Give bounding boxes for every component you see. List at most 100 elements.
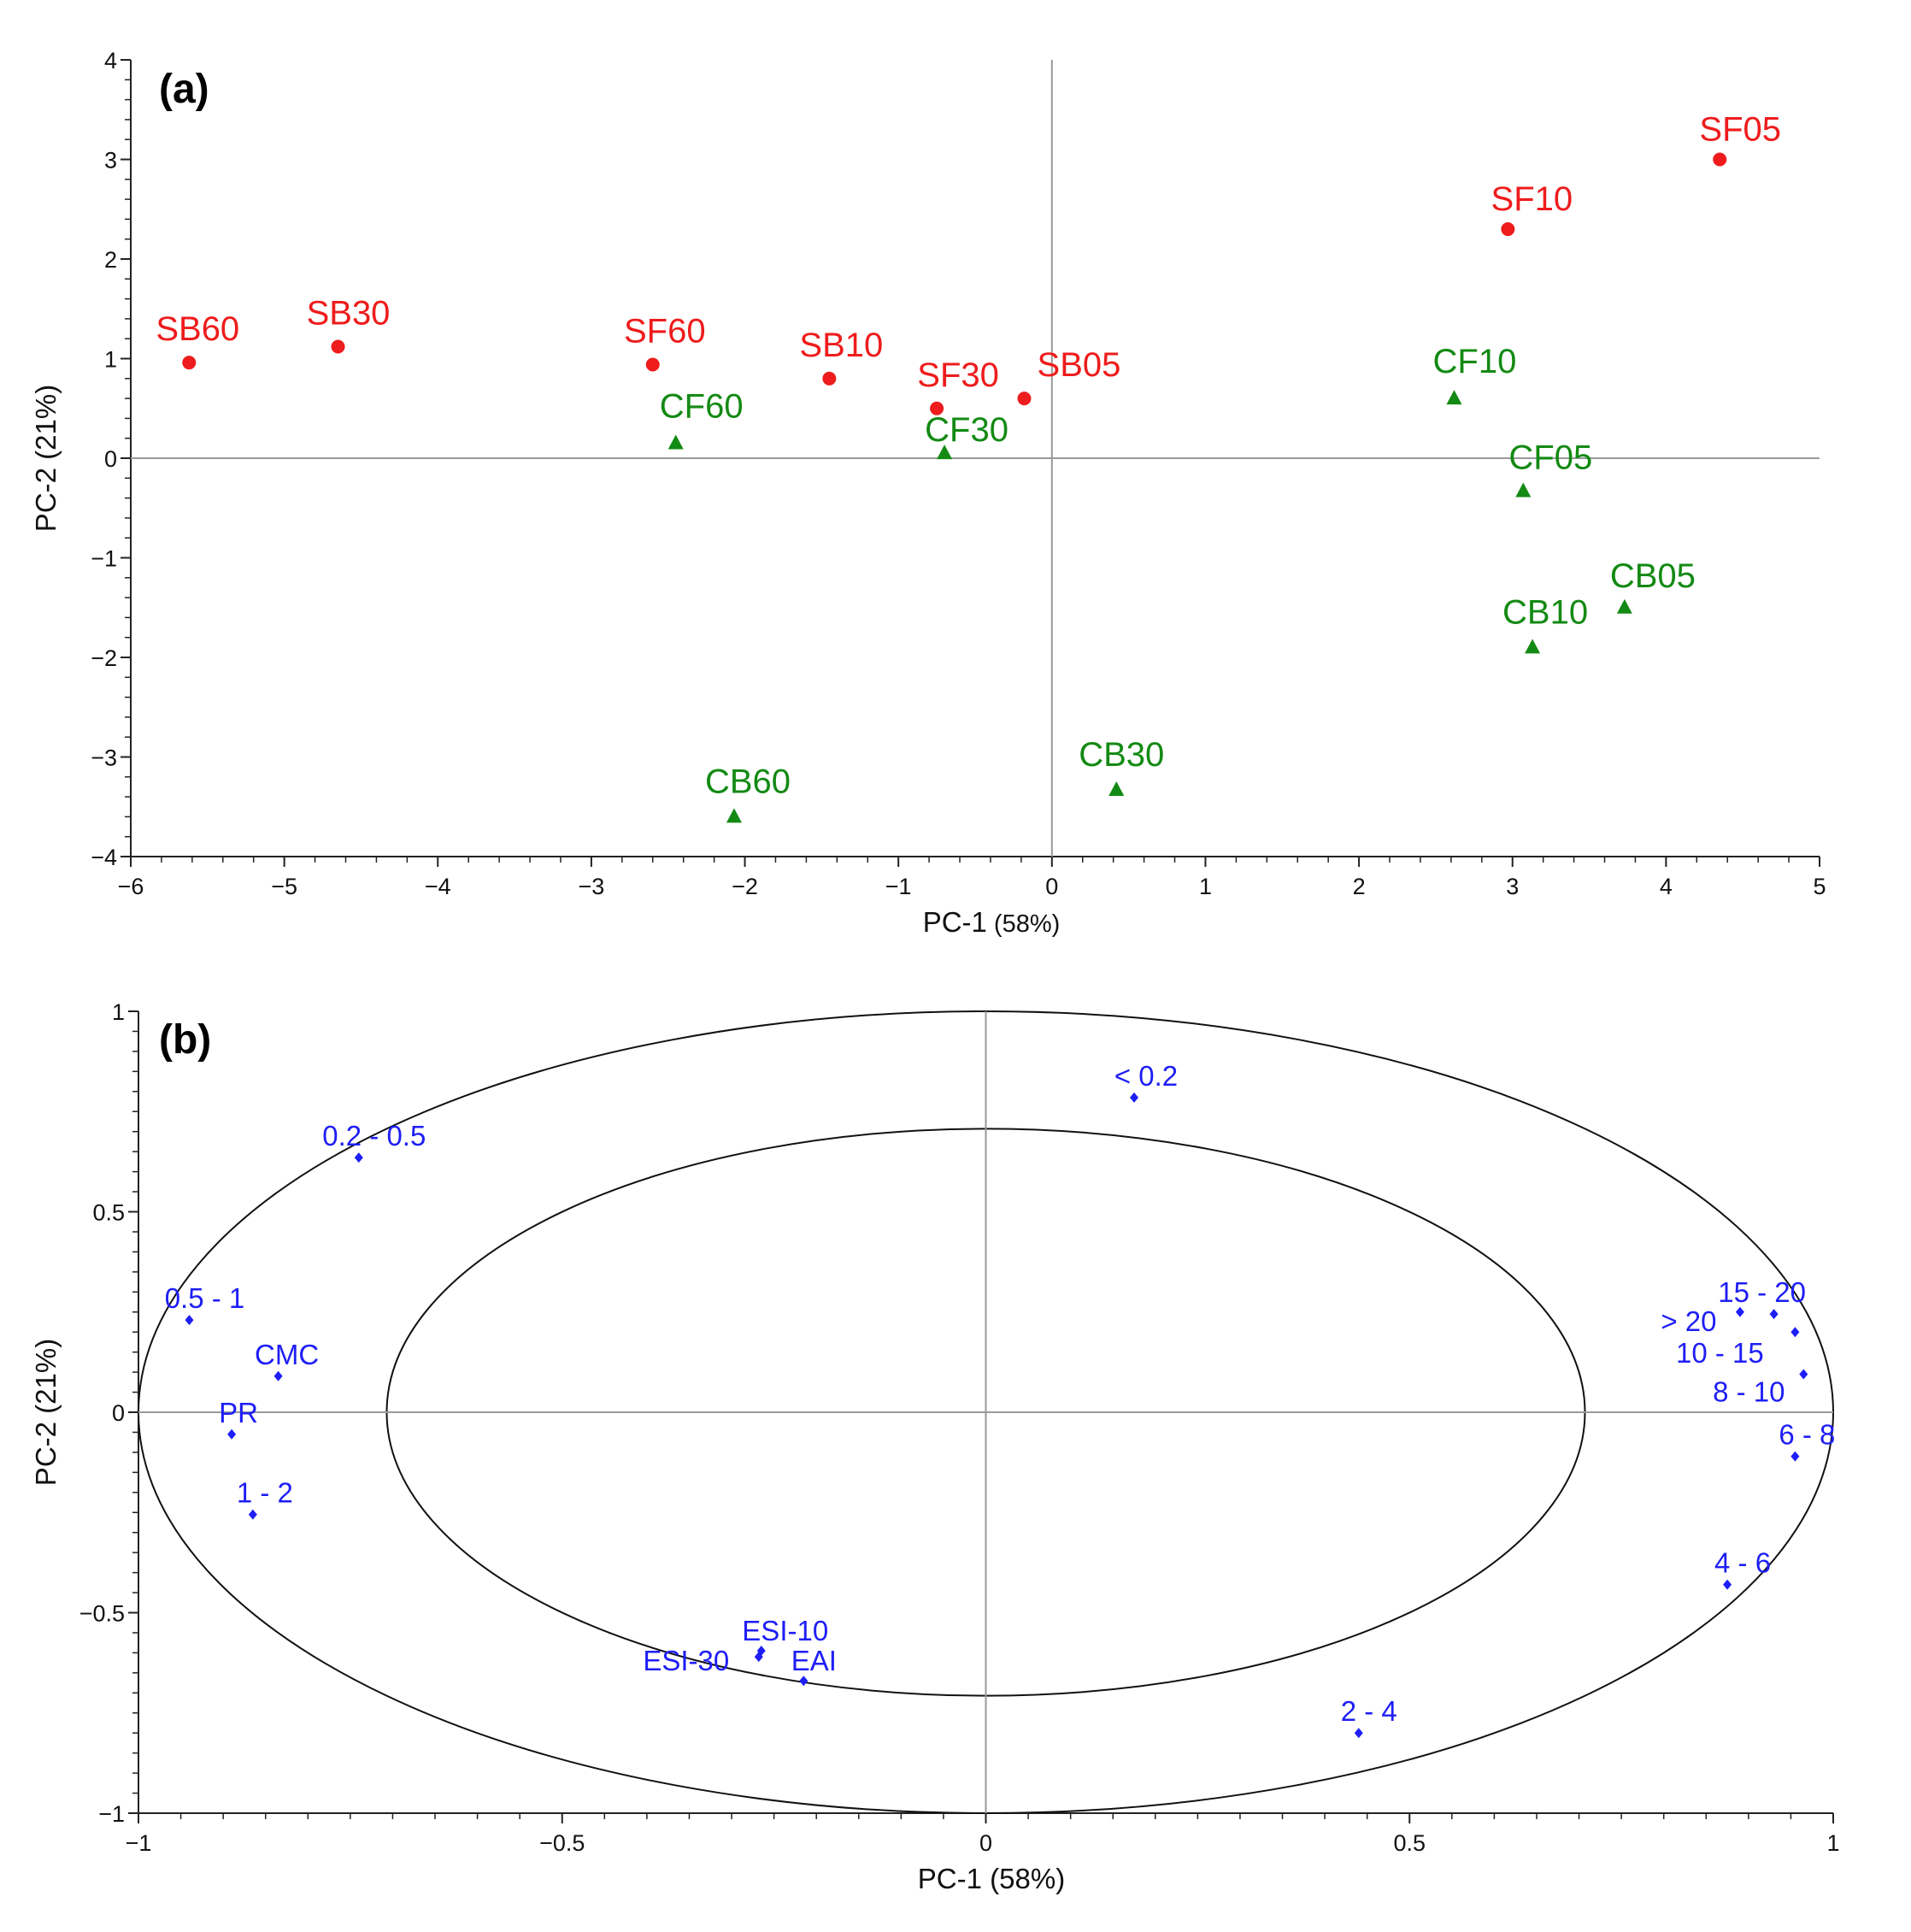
panel-a-x-label-pct: (58%) <box>994 910 1060 938</box>
point-label-pr: PR <box>219 1397 258 1428</box>
point-label-1-2: 1 - 2 <box>237 1477 293 1509</box>
point-cb05 <box>1616 598 1632 614</box>
panel-a-y-tick-label: −3 <box>91 745 117 771</box>
panel-a-x-tick-label: −6 <box>118 874 144 899</box>
panel-a-y-axis-label: PC-2 (21%) <box>30 385 62 532</box>
point-label-0-2-0-5: 0.2 - 0.5 <box>322 1120 426 1152</box>
panel-a-x-tick-label: 1 <box>1199 874 1212 899</box>
point-6-8 <box>1790 1451 1800 1462</box>
panel-a-x-tick-label: −4 <box>425 874 451 899</box>
point-label-sb30: SB30 <box>307 295 391 333</box>
point-sb60 <box>182 356 197 370</box>
panel-b-x-axis-label: PC-1 (58%) <box>918 1863 1065 1894</box>
point-cf10 <box>1446 390 1462 405</box>
point-label-sf30: SF30 <box>917 356 999 394</box>
point-label-sb60: SB60 <box>156 310 239 348</box>
point-cf60 <box>667 434 684 450</box>
panel-a-y-tick-label: −2 <box>91 645 117 671</box>
point-label-eai: EAI <box>791 1645 837 1676</box>
panel-a-x-tick-label: −5 <box>271 874 297 899</box>
panel-b-y-tick-label: 0.5 <box>92 1200 125 1226</box>
point-sb10 <box>822 371 837 386</box>
panel-a-x-tick-label: −3 <box>579 874 605 899</box>
panel-a-y-tick-label: 4 <box>104 48 117 74</box>
point-label-cmc: CMC <box>255 1339 319 1370</box>
point-label-6-8: 6 - 8 <box>1779 1419 1835 1451</box>
point-sf60 <box>645 357 660 372</box>
point-label-cf10: CF10 <box>1433 343 1517 380</box>
point-sb30 <box>331 339 345 354</box>
panel-a-score-plot: −6 −5 −4 −3 −2 −1 0 1 2 3 4 5 −4 −3 −2 −1 0 1 2 3 4 SB60 SB30… <box>30 48 1826 938</box>
panel-b-loading-plot: −1 −0.5 0 0.5 1 −1 −0.5 0 0.5 1 < 0.2 0.2 - 0.5 0.5… <box>30 999 1840 1894</box>
point-label-20: > 20 <box>1661 1305 1716 1337</box>
panel-b-letter: (b) <box>159 1017 211 1063</box>
point-label-sf60: SF60 <box>624 312 706 350</box>
panel-a-x-tick-label: 3 <box>1506 874 1519 899</box>
point-label-esi-30: ESI-30 <box>643 1645 729 1676</box>
point-label-4-6: 4 - 6 <box>1714 1547 1771 1579</box>
point-label-15-20: 15 - 20 <box>1718 1276 1806 1308</box>
point-sf30 <box>930 401 944 415</box>
point-label-cb60: CB60 <box>705 763 791 800</box>
point-cb60 <box>726 808 742 823</box>
point-0-2-0-5 <box>354 1152 363 1163</box>
point-sf10 <box>1501 222 1515 237</box>
panel-a-y-tick-label: 3 <box>104 148 117 174</box>
panel-a-x-tick-label: 4 <box>1660 874 1673 899</box>
point-4-6 <box>1723 1579 1732 1590</box>
panel-b-y-tick-label: 0 <box>112 1400 125 1426</box>
panel-b-x-tick-label: 0 <box>979 1830 992 1856</box>
point-label-sb05: SB05 <box>1038 346 1121 384</box>
point-label-cb30: CB30 <box>1079 736 1164 774</box>
point-10-15 <box>1790 1327 1800 1338</box>
point-label-cf60: CF60 <box>660 388 744 426</box>
point-pr <box>227 1428 237 1440</box>
panel-b-x-tick-label: −0.5 <box>539 1830 585 1856</box>
panel-a-x-tick-label: 5 <box>1813 874 1826 899</box>
panel-a-x-label-text: PC-1 <box>923 906 987 938</box>
point-cb10 <box>1525 639 1541 654</box>
point-label-cf30: CF30 <box>925 411 1008 449</box>
point-label-0-5-1: 0.5 - 1 <box>165 1282 245 1314</box>
point-sb05 <box>1017 392 1032 406</box>
point-label-8-10: 8 - 10 <box>1713 1375 1785 1407</box>
point-2-4 <box>1354 1728 1363 1739</box>
panel-a-x-tick-label: 0 <box>1045 874 1058 899</box>
point-label-cb05: CB05 <box>1610 557 1696 595</box>
point-label-cb10: CB10 <box>1502 593 1588 631</box>
point-8-10 <box>1799 1369 1808 1380</box>
panel-a-x-tick-label: −2 <box>732 874 758 899</box>
panel-b-x-tick-label: 0.5 <box>1393 1830 1426 1856</box>
panel-a-x-tick-label: 2 <box>1353 874 1366 899</box>
point-15-20 <box>1769 1309 1779 1320</box>
panel-b-y-tick-label: −1 <box>98 1801 125 1827</box>
panel-b-x-tick-label: 1 <box>1826 1830 1839 1856</box>
panel-b-y-axis-label: PC-2 (21%) <box>30 1339 62 1486</box>
point-esi-30 <box>754 1652 763 1663</box>
point-label-0-2: < 0.2 <box>1114 1060 1178 1092</box>
panel-a-x-axis-label: PC-1 (58%) <box>923 906 1061 938</box>
point-label-esi-10: ESI-10 <box>742 1615 828 1646</box>
point-sf05 <box>1713 152 1727 167</box>
panel-a-y-tick-label: −1 <box>91 546 117 572</box>
point-cf30 <box>937 445 953 460</box>
point-label-2-4: 2 - 4 <box>1341 1695 1397 1727</box>
panel-a-x-tick-label: −1 <box>885 874 912 899</box>
panel-a-y-tick-label: 0 <box>104 446 117 472</box>
point-20 <box>1735 1306 1744 1317</box>
point-cf05 <box>1515 482 1532 498</box>
panel-b-y-tick-label: 1 <box>112 999 125 1025</box>
panel-a-letter: (a) <box>159 67 209 112</box>
point-0-5-1 <box>185 1315 194 1326</box>
point-cb30 <box>1108 780 1125 796</box>
point-label-sb10: SB10 <box>799 327 883 364</box>
point-eai <box>799 1676 808 1687</box>
panel-a-y-tick-label: 1 <box>104 347 117 373</box>
point-cmc <box>273 1370 283 1381</box>
panel-b-x-tick-label: −1 <box>126 1830 152 1856</box>
panel-a-y-tick-label: −4 <box>91 845 117 870</box>
point-label-sf05: SF05 <box>1699 111 1781 149</box>
point-label-10-15: 10 - 15 <box>1676 1337 1764 1369</box>
panel-b-y-tick-label: −0.5 <box>79 1601 125 1627</box>
